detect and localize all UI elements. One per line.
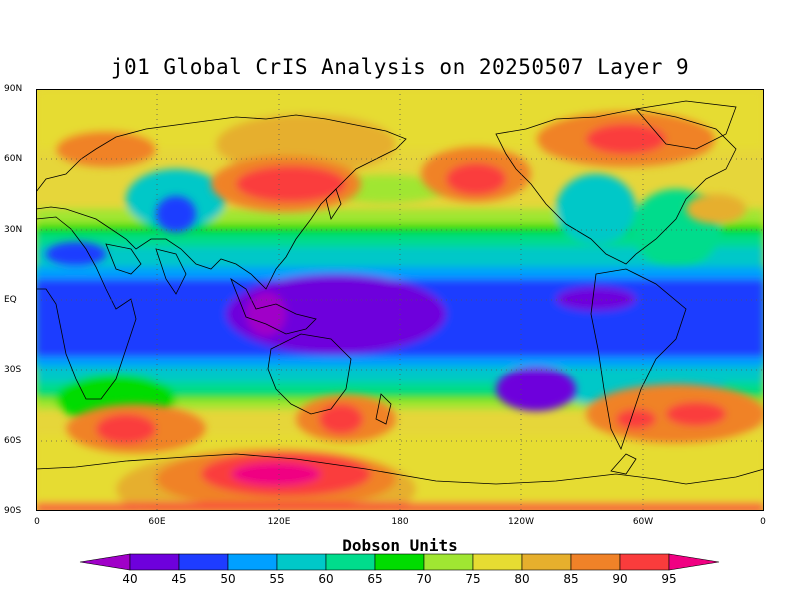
coast-north-america: [495, 108, 737, 265]
lon-label-60w: 60W: [632, 517, 654, 527]
lat-label-30n: 30N: [4, 225, 23, 235]
colorbar-label: 75: [465, 572, 481, 586]
lat-label-90n: 90N: [4, 84, 23, 94]
colorbar-swatch: [129, 553, 180, 571]
colorbar-label: 55: [269, 572, 285, 586]
colorbar-label: 60: [318, 572, 334, 586]
colorbar-swatch: [472, 553, 523, 571]
colorbar-label: 95: [661, 572, 677, 586]
coast-japan: [325, 188, 342, 220]
coast-europe-asia: [36, 114, 407, 290]
lon-label-0-west: 0: [34, 517, 40, 527]
graticule: [36, 89, 764, 511]
colorbar-label: 50: [220, 572, 236, 586]
lat-label-eq: EQ: [4, 295, 17, 305]
lat-label-90s: 90S: [4, 506, 22, 516]
coast-south-america: [590, 268, 687, 451]
coast-greenland: [635, 100, 737, 150]
colorbar-swatch: [521, 553, 572, 571]
ozone-map: [36, 89, 764, 511]
colorbar-label: 65: [367, 572, 383, 586]
colorbar-label: 45: [171, 572, 187, 586]
colorbar-swatch: [227, 553, 278, 571]
map-panel: [36, 89, 764, 511]
colorbar-arrow-high: [668, 553, 720, 571]
colorbar-swatch: [325, 553, 376, 571]
colorbar-label: 85: [563, 572, 579, 586]
lat-label-60s: 60S: [4, 436, 22, 446]
coast-africa: [36, 216, 137, 400]
colorbar-title: Dobson Units: [342, 536, 458, 555]
lat-label-60n: 60N: [4, 154, 23, 164]
lat-label-30s: 30S: [4, 365, 22, 375]
colorbar-swatch: [570, 553, 621, 571]
lon-label-60e: 60E: [148, 517, 166, 527]
lon-label-0-east: 0: [760, 517, 766, 527]
map-title: j01 Global CrIS Analysis on 20250507 Lay…: [110, 55, 690, 79]
coast-antarctic-peninsula: [610, 453, 637, 475]
field-south-highs: [36, 384, 764, 511]
colorbar-arrow-low: [79, 553, 131, 571]
coast-new-zealand: [375, 393, 392, 425]
coast-arabia: [105, 243, 142, 275]
coast-india: [155, 248, 187, 295]
colorbar-swatch: [423, 553, 474, 571]
colorbar-label: 40: [122, 572, 138, 586]
colorbar-swatch: [374, 553, 425, 571]
lon-label-120w: 120W: [507, 517, 535, 527]
colorbar-label: 80: [514, 572, 530, 586]
coast-antarctica: [36, 453, 764, 485]
colorbar-swatch: [619, 553, 670, 571]
colorbar-label: 70: [416, 572, 432, 586]
colorbar-swatch: [178, 553, 229, 571]
coastlines: [36, 100, 764, 485]
coast-australia: [267, 333, 352, 415]
lon-label-120e: 120E: [267, 517, 291, 527]
coast-se-asia: [230, 277, 317, 335]
colorbar: [79, 553, 720, 571]
colorbar-label: 90: [612, 572, 628, 586]
colorbar-swatch: [276, 553, 327, 571]
lon-label-180: 180: [391, 517, 409, 527]
